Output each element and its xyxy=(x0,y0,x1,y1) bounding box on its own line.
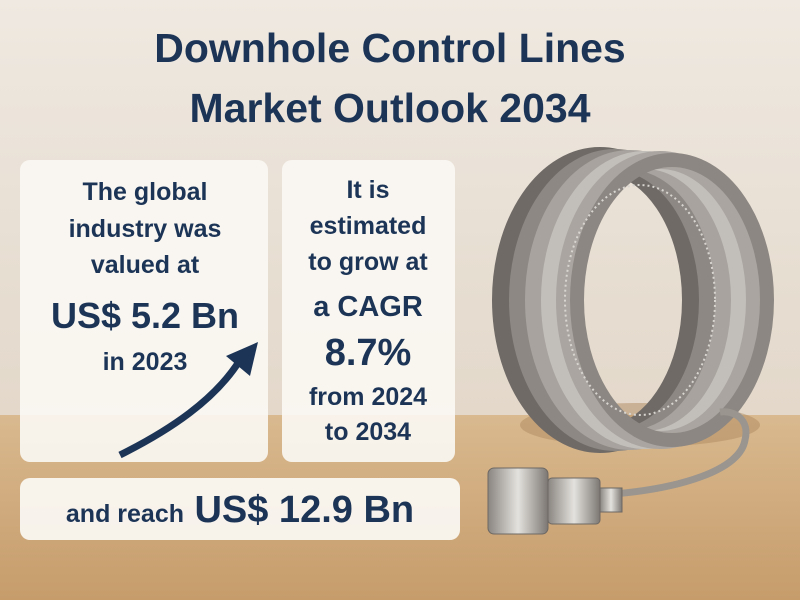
card-text: from 2024 xyxy=(309,383,427,411)
banner-text: and reach US$ 12.9 Bn xyxy=(66,489,414,531)
card-text: to grow at xyxy=(308,248,428,276)
card-text: industry was xyxy=(69,215,222,243)
banner-lead: and reach xyxy=(66,500,184,528)
banner-value: US$ 12.9 Bn xyxy=(194,489,414,531)
connector xyxy=(487,467,623,535)
card-text: to 2034 xyxy=(325,418,411,446)
banner xyxy=(20,478,460,540)
coil xyxy=(492,147,774,499)
card-text: It is xyxy=(346,176,389,204)
card-text: a CAGR xyxy=(313,291,423,323)
card xyxy=(20,160,268,462)
title-line: Market Outlook 2034 xyxy=(189,85,590,131)
card-text: valued at xyxy=(91,251,200,279)
card-value: 8.7% xyxy=(325,332,412,374)
card xyxy=(282,160,455,462)
card-text: in 2023 xyxy=(103,348,188,376)
card-text: The global xyxy=(83,178,208,206)
card-text: estimated xyxy=(310,212,427,240)
growth-arrow xyxy=(118,358,243,459)
arrow-head xyxy=(226,342,258,376)
title-line: Downhole Control Lines xyxy=(154,25,625,71)
card-value: US$ 5.2 Bn xyxy=(51,295,239,336)
